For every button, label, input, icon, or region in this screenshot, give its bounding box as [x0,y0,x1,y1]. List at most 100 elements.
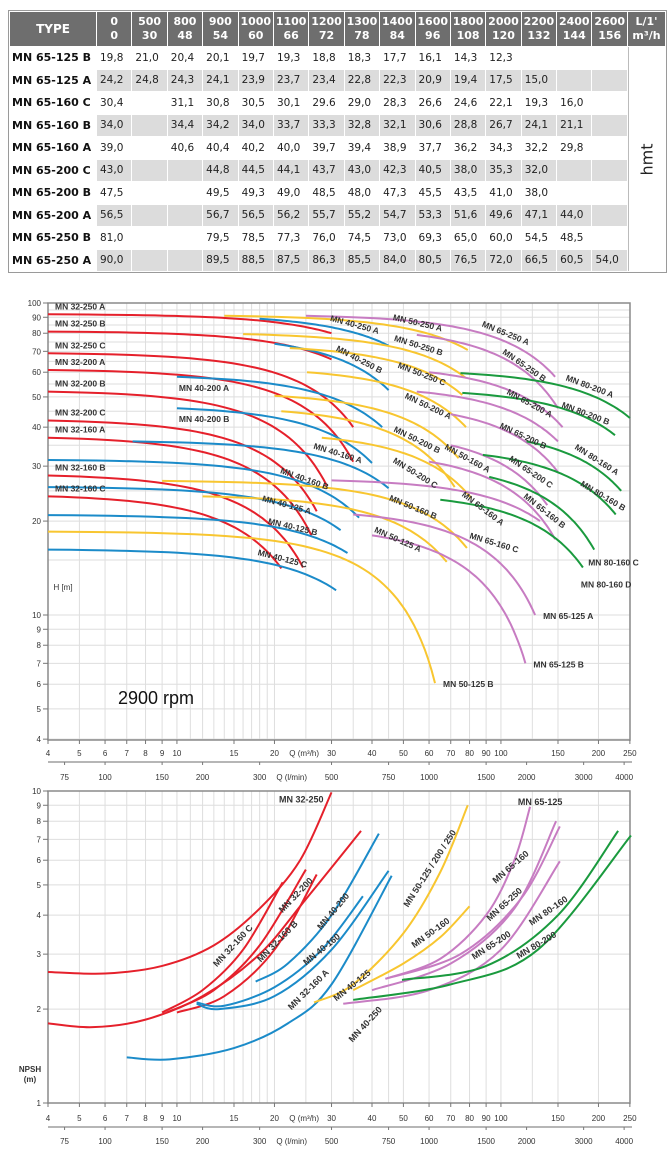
series-label-wrap: MN 65-200 B [498,420,548,451]
flow-m3h: 48 [177,29,193,42]
y-tick-label: 10 [32,787,41,796]
y-tick-label: 40 [32,423,41,432]
y-tick-label: 30 [32,462,41,471]
head-value: 41,0 [489,186,513,199]
flow-m3h: 30 [141,29,158,42]
series-label-wrap: MN 80-200 B [560,400,611,427]
x-tick-label: 4 [46,749,51,758]
head-value: 55,2 [344,204,380,226]
npsh-curve-mn-32-250 [47,791,333,975]
head-value [132,159,167,181]
npsh-curve-mn-65-125 [385,806,532,980]
head-value: 42,3 [380,159,415,181]
flow-m3h: 96 [425,29,441,42]
pump-type: MN 65-200 A [12,208,92,222]
head-value: 34,3 [489,141,513,154]
head-value: 49,5 [206,186,230,199]
head-value: 43,0 [344,159,380,181]
head-value: 12,3 [489,51,513,64]
x-tick-label: 8 [143,749,148,758]
curve-mn-65-200-a [428,371,564,428]
series-label: MN 32-250 [279,794,324,804]
curve-mn-80-160-c [488,475,596,551]
flow-lmin: 2600 [594,15,626,28]
head-value: 33,3 [309,114,344,136]
y-tick-label: 50 [32,393,41,402]
x-tick-label: 200 [592,1114,606,1123]
flow-lmin: 2000 [488,15,519,28]
flow-column-header: 1100 66 [273,12,309,46]
head-value: 21,0 [135,51,159,64]
x-tick-label: 7 [125,1114,130,1123]
flow-m3h: 60 [248,29,264,42]
head-value: 20,9 [415,69,450,91]
series-label: MN 80-160 D [581,580,632,590]
head-value [557,69,592,91]
curve-mn-40-200-b [176,407,373,464]
table-row: MN 65-250 B 81,0 79,5 78,5 77,3 76,0 74,5 73,0 6… [10,227,665,249]
head-value: 32,0 [521,159,557,181]
head-value: 54,5 [524,231,549,244]
series-label-wrap: MN 40-200 B [179,414,230,424]
head-value: 22,3 [380,69,415,91]
y-tick-label: 8 [37,817,42,826]
head-value: 54,7 [380,204,415,226]
x-tick-label: 10 [172,749,181,758]
head-value [167,204,203,226]
head-value: 85,5 [344,249,380,271]
series-label: MN 40-250 [347,1005,384,1045]
table-row: MN 65-160 A 39,0 40,6 40,4 40,2 40,0 39,7 39,4 3… [10,137,665,159]
x2-tick-label: 200 [196,1137,210,1146]
head-value: 39,4 [347,141,372,154]
table-row: MN 65-125 B 19,8 21,0 20,4 20,1 19,7 19,3 18,8 1… [10,47,665,271]
npsh-curve-mn-50-160 [352,905,471,992]
x-tick-label: 20 [270,749,279,758]
series-label-wrap: MN 40-200 A [179,383,229,393]
flow-lmin: 1000 [240,15,272,28]
x-tick-label: 250 [623,1114,637,1123]
series-label-wrap: MN 65-125 [518,797,563,807]
curve-mn-65-160-a [450,444,549,506]
series-label: MN 40-160 [301,931,342,967]
curve-mn-50-200-b [274,394,460,459]
head-value: 88,5 [238,249,273,271]
y-tick-label: 20 [32,517,41,526]
x2-tick-label: 300 [253,773,267,782]
head-value: 32,8 [344,114,380,136]
head-value: 24,6 [453,96,478,109]
head-value: 72,0 [486,249,521,271]
curve-mn-32-160-b [47,474,304,568]
head-value: 56,5 [238,204,273,226]
x-tick-label: 30 [327,1114,336,1123]
y-tick-label: 4 [37,735,42,744]
series-label-wrap: MN 65-160 [491,849,531,886]
series-label: MN 65-125 A [543,611,593,621]
head-value: 65,0 [453,231,478,244]
flow-lmin: 1600 [417,15,449,28]
curve-mn-80-160-d [440,498,584,569]
head-value: 38,0 [450,159,486,181]
x2-tick-label: 150 [155,773,169,782]
npsh-curve-mn-50-125-200-250 [313,804,469,1004]
curve-mn-40-160-a [132,440,390,489]
x2-axis-label: Q (l/min) [276,1137,307,1146]
head-value: 80,5 [415,249,450,271]
head-value: 32,2 [524,141,549,154]
head-value: 43,0 [97,159,132,181]
flow-column-header: 2600 156 [592,12,627,46]
curve-mn-65-160-b [428,460,556,540]
unit-lmin: L/1' [635,15,658,28]
flow-column-header: 1300 78 [344,12,380,46]
head-value: 19,3 [524,96,549,109]
y-tick-label: 7 [37,835,42,844]
flow-column-header: 1600 96 [415,12,450,46]
head-value: 49,3 [241,186,265,199]
x-tick-label: 90 [482,749,491,758]
curve-mn-50-200-c [281,410,456,488]
x2-tick-label: 1000 [420,773,438,782]
curve-mn-80-200-a [460,372,631,419]
y-tick-label: 4 [37,911,42,920]
head-value: 30,6 [415,114,450,136]
y-tick-label: 9 [37,801,42,810]
series-label: MN 50-125 / 200 / 250 [401,828,458,909]
